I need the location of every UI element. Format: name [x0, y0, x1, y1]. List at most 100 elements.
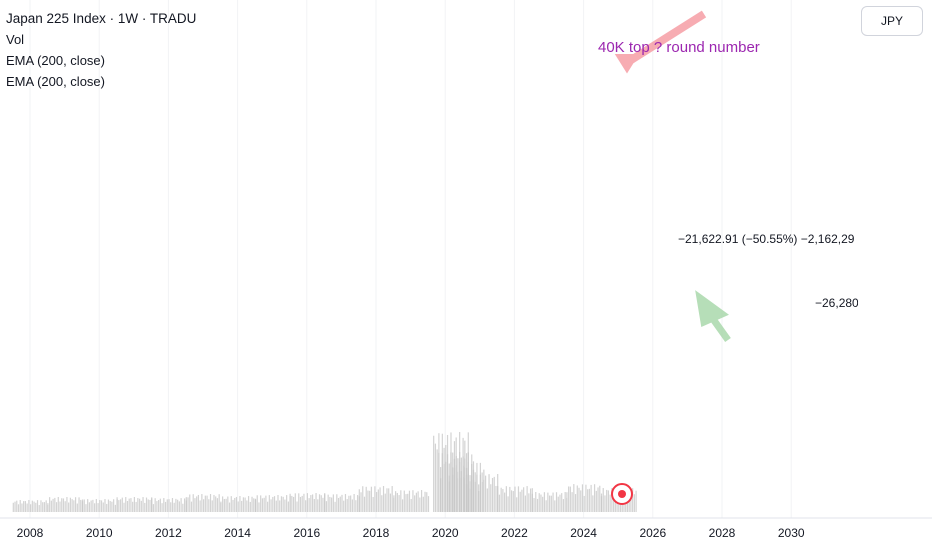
volume-bar	[206, 495, 208, 512]
volume-bar	[140, 500, 142, 512]
volume-bar	[341, 494, 343, 512]
volume-bar	[308, 498, 310, 512]
volume-bar	[350, 495, 352, 512]
volume-bar	[344, 494, 347, 512]
volume-bar	[152, 504, 155, 512]
volume-bar	[422, 496, 424, 512]
volume-bar	[568, 486, 570, 512]
volume-bar	[154, 498, 156, 512]
volume-bar	[467, 474, 469, 512]
volume-bar	[223, 498, 225, 512]
volume-bar	[17, 504, 20, 512]
volume-bar	[135, 501, 137, 512]
volume-bar	[443, 463, 445, 512]
volume-bar	[414, 495, 416, 512]
volume-bar	[343, 500, 345, 512]
volume-bar	[609, 494, 611, 512]
volume-bar	[177, 499, 179, 512]
volume-bar	[24, 501, 27, 512]
volume-bar	[171, 498, 174, 512]
volume-bar	[353, 494, 355, 512]
volume-bar	[116, 497, 118, 512]
volume-bar	[137, 498, 139, 512]
volume-bar	[254, 498, 257, 512]
volume-bar	[118, 500, 120, 512]
volume-bar	[159, 498, 161, 512]
currency-button[interactable]: JPY	[861, 6, 923, 36]
volume-bar	[107, 499, 110, 512]
volume-bar	[273, 496, 276, 512]
volume-bar	[61, 498, 63, 512]
volume-bar	[497, 486, 499, 512]
volume-bar	[197, 494, 200, 512]
indicator-ema-2[interactable]: EMA (200, close)	[6, 74, 105, 89]
volume-bar	[215, 496, 217, 512]
volume-bar	[100, 500, 103, 512]
volume-bar	[265, 495, 267, 512]
volume-bar	[182, 503, 184, 512]
volume-bar	[33, 501, 35, 512]
volume-bar	[66, 497, 68, 512]
volume-bar	[573, 484, 575, 512]
volume-bar	[132, 501, 134, 512]
volume-bar	[440, 478, 442, 512]
volume-bar	[246, 500, 248, 512]
volume-bar	[30, 504, 32, 512]
volume-bar	[550, 495, 552, 512]
event-marker-dot	[618, 490, 626, 498]
lower-label: −26,280	[815, 296, 859, 310]
volume-bar	[71, 499, 73, 512]
volume-bar	[363, 496, 366, 512]
volume-bar	[388, 488, 390, 512]
volume-bar	[267, 501, 269, 512]
indicator-ema-1[interactable]: EMA (200, close)	[6, 53, 105, 68]
volume-bar	[99, 499, 101, 512]
time-tick-label: 2026	[639, 526, 666, 540]
volume-bar	[301, 495, 303, 512]
volume-bar	[55, 502, 58, 512]
volume-bar	[427, 496, 430, 512]
volume-bar	[284, 499, 286, 512]
volume-bar	[315, 493, 317, 512]
volume-bar	[600, 496, 603, 512]
volume-bar	[52, 498, 54, 512]
volume-bar	[559, 494, 561, 512]
volume-bar	[324, 494, 326, 512]
volume-bar	[201, 494, 203, 512]
volume-bar	[12, 502, 14, 512]
volume-bar	[216, 498, 219, 512]
volume-bar	[213, 494, 215, 512]
volume-bar	[632, 488, 634, 512]
volume-bar	[242, 497, 244, 512]
volume-bar	[588, 488, 590, 512]
time-tick-label: 2018	[363, 526, 390, 540]
volume-bar	[204, 495, 206, 512]
volume-bar	[529, 488, 532, 512]
volume-bar	[472, 479, 475, 512]
volume-bar	[434, 443, 437, 512]
volume-bar	[57, 497, 59, 512]
volume-bar	[587, 489, 589, 512]
symbol-title[interactable]: Japan 225 Index · 1W · TRADU	[6, 11, 197, 26]
volume-bar	[334, 501, 336, 512]
volume-bar	[54, 497, 56, 512]
volume-bar	[119, 499, 122, 512]
volume-bar	[144, 502, 146, 512]
volume-bar	[45, 500, 47, 512]
price-axis-bg	[858, 0, 932, 550]
volume-bar	[633, 494, 635, 512]
volume-bar	[268, 495, 270, 512]
range-label: −21,622.91 (−50.55%) −2,162,29	[678, 232, 855, 246]
volume-bar	[540, 494, 542, 512]
volume-bar	[542, 496, 544, 512]
volume-bar	[249, 501, 251, 512]
volume-bar	[372, 496, 374, 512]
volume-bar	[607, 490, 610, 512]
volume-bar	[133, 497, 135, 512]
volume-bar	[389, 493, 392, 512]
time-tick-label: 2014	[224, 526, 251, 540]
volume-bar	[417, 491, 419, 512]
volume-bar	[393, 497, 395, 512]
indicator-volume[interactable]: Vol	[6, 32, 25, 47]
